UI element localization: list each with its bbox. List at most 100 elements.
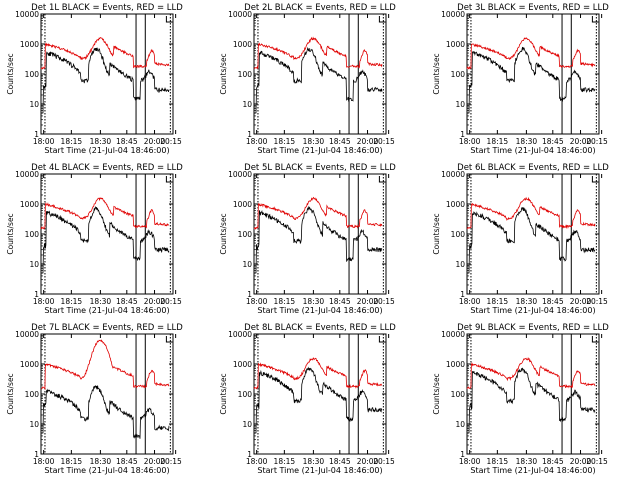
x-tick-label: 18:30 xyxy=(90,137,112,146)
x-tick-label: 18:45 xyxy=(329,457,351,466)
x-axis-label: Start Time (21-Jul-04 18:46:00) xyxy=(470,466,595,475)
y-tick-label: 10000 xyxy=(228,10,252,19)
det-panel-9: Det 9L BLACK = Events, RED = LLD 1 10 100 10… xyxy=(432,323,609,475)
x-axis-label: Start Time (21-Jul-04 18:46:00) xyxy=(44,146,169,155)
x-tick-label: 18:15 xyxy=(487,457,509,466)
y-tick-label: 100 xyxy=(25,390,40,399)
l-bracket-marker xyxy=(591,176,599,183)
x-tick-label: 18:30 xyxy=(90,297,112,306)
panel-title: Det 8L BLACK = Events, RED = LLD xyxy=(244,323,396,333)
x-tick-label: 18:30 xyxy=(516,137,538,146)
x-tick-label: 20:00 xyxy=(357,457,379,466)
events-trace xyxy=(254,46,383,114)
y-axis-label: Counts/sec xyxy=(432,373,441,414)
y-tick-label: 1000 xyxy=(20,200,39,209)
panel-title: Det 4L BLACK = Events, RED = LLD xyxy=(31,163,183,173)
l-bracket-marker xyxy=(591,16,599,23)
lld-trace xyxy=(466,37,596,70)
x-tick-label: 20:00 xyxy=(144,297,166,306)
x-tick-label: 20:00 xyxy=(570,137,592,146)
x-tick-label: 18:00 xyxy=(459,137,481,146)
y-tick-label: 10 xyxy=(29,420,39,429)
plot-frame xyxy=(253,13,387,135)
y-tick-label: 10 xyxy=(455,420,465,429)
x-tick-label: 20:00 xyxy=(357,137,379,146)
y-tick-label: 10 xyxy=(242,420,252,429)
det-panel-4: Det 4L BLACK = Events, RED = LLD 1 10 100 10… xyxy=(6,163,183,315)
events-trace xyxy=(467,367,596,434)
y-tick-label: 10 xyxy=(29,100,39,109)
y-axis-label: Counts/sec xyxy=(219,53,228,94)
x-tick-label: 20:00 xyxy=(570,457,592,466)
events-trace xyxy=(41,385,170,439)
x-axis-label: Start Time (21-Jul-04 18:46:00) xyxy=(44,466,169,475)
y-tick-label: 100 xyxy=(238,390,253,399)
y-tick-label: 100 xyxy=(25,230,40,239)
events-trace xyxy=(254,366,383,434)
events-trace xyxy=(467,46,596,114)
y-tick-label: 1 xyxy=(460,290,465,299)
y-axis-label: Counts/sec xyxy=(432,213,441,254)
lld-trace xyxy=(466,196,596,230)
x-tick-label: 18:00 xyxy=(33,137,55,146)
x-tick-label: 18:00 xyxy=(459,297,481,306)
y-tick-label: 100 xyxy=(451,390,466,399)
x-axis-label: Start Time (21-Jul-04 18:46:00) xyxy=(257,306,382,315)
x-tick-label: 18:30 xyxy=(303,137,325,146)
x-tick-label: 20:15 xyxy=(586,297,608,306)
y-axis-label: Counts/sec xyxy=(219,373,228,414)
y-axis-label: Counts/sec xyxy=(432,53,441,94)
y-tick-label: 1 xyxy=(247,130,252,139)
l-bracket-marker xyxy=(591,336,599,343)
l-bracket-marker xyxy=(378,176,386,183)
plot-frame xyxy=(253,333,387,455)
y-tick-label: 1000 xyxy=(446,40,465,49)
x-axis-label: Start Time (21-Jul-04 18:46:00) xyxy=(257,146,382,155)
det-panel-6: Det 6L BLACK = Events, RED = LLD 1 10 100 10… xyxy=(432,163,609,315)
y-tick-label: 100 xyxy=(451,70,466,79)
x-tick-label: 18:15 xyxy=(61,457,83,466)
x-axis-label: Start Time (21-Jul-04 18:46:00) xyxy=(470,146,595,155)
y-tick-label: 10 xyxy=(242,260,252,269)
y-tick-label: 1000 xyxy=(20,360,39,369)
det-panel-2: Det 2L BLACK = Events, RED = LLD 1 10 100 10… xyxy=(219,3,396,155)
events-trace xyxy=(467,207,596,274)
y-tick-label: 1 xyxy=(460,130,465,139)
x-tick-label: 18:00 xyxy=(33,457,55,466)
l-bracket-marker xyxy=(165,176,173,183)
x-tick-label: 18:45 xyxy=(116,297,138,306)
plot-frame xyxy=(466,13,600,135)
y-tick-label: 1000 xyxy=(233,40,252,49)
x-tick-label: 18:30 xyxy=(90,457,112,466)
x-tick-label: 18:15 xyxy=(274,137,296,146)
x-tick-label: 18:45 xyxy=(329,297,351,306)
x-tick-label: 20:15 xyxy=(373,137,395,146)
x-tick-label: 18:45 xyxy=(542,297,564,306)
panel-title: Det 7L BLACK = Events, RED = LLD xyxy=(31,323,183,333)
plot-frame xyxy=(253,173,387,295)
y-axis-label: Counts/sec xyxy=(219,213,228,254)
plot-frame xyxy=(466,173,600,295)
x-tick-label: 18:45 xyxy=(542,457,564,466)
x-tick-label: 18:15 xyxy=(487,297,509,306)
lld-trace xyxy=(253,357,383,390)
plot-frame xyxy=(40,173,174,295)
y-tick-label: 10 xyxy=(455,100,465,109)
y-tick-label: 10000 xyxy=(441,170,465,179)
l-bracket-marker xyxy=(165,16,173,23)
x-tick-label: 18:15 xyxy=(274,297,296,306)
y-tick-label: 1 xyxy=(34,290,39,299)
x-tick-label: 18:45 xyxy=(116,137,138,146)
y-tick-label: 10 xyxy=(455,260,465,269)
y-axis-label: Counts/sec xyxy=(6,53,15,94)
lld-trace xyxy=(253,36,383,70)
det-panel-8: Det 8L BLACK = Events, RED = LLD 1 10 100 10… xyxy=(219,323,396,475)
x-tick-label: 18:00 xyxy=(246,297,268,306)
x-tick-label: 20:15 xyxy=(160,297,182,306)
events-trace xyxy=(254,205,383,274)
y-axis-label: Counts/sec xyxy=(6,213,15,254)
panel-title: Det 9L BLACK = Events, RED = LLD xyxy=(457,323,609,333)
l-bracket-marker xyxy=(378,336,386,343)
x-tick-label: 18:15 xyxy=(61,137,83,146)
